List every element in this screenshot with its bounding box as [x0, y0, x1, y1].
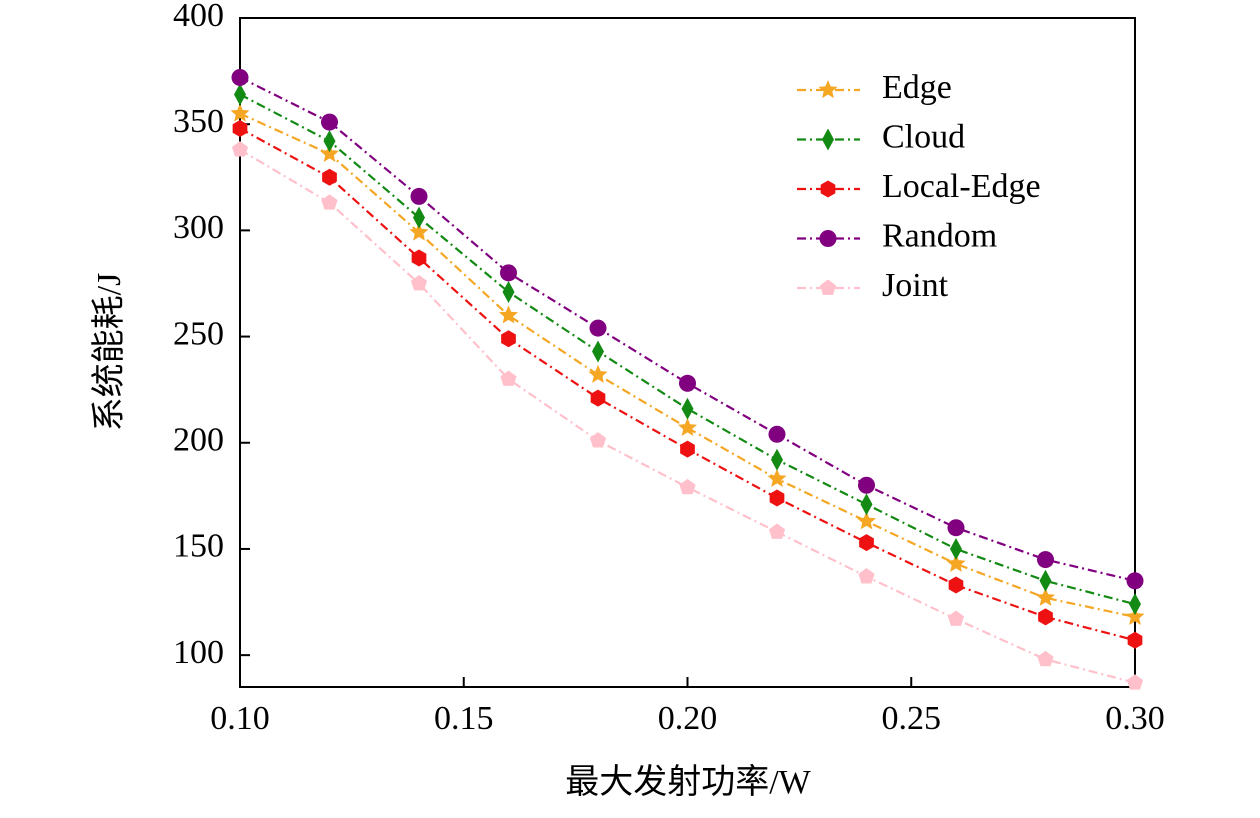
- y-tick-label: 250: [173, 315, 224, 352]
- legend-label: Joint: [882, 267, 949, 304]
- data-point: [501, 330, 516, 348]
- y-tick-label: 200: [173, 422, 224, 459]
- legend-marker: [819, 230, 837, 247]
- data-point: [588, 364, 608, 383]
- data-point: [947, 610, 965, 626]
- data-point: [1038, 608, 1053, 626]
- data-point: [946, 553, 966, 572]
- y-tick-label: 150: [173, 528, 224, 565]
- data-point: [410, 187, 428, 205]
- data-point: [856, 511, 877, 530]
- data-point: [679, 478, 696, 495]
- data-point: [590, 389, 606, 407]
- data-point: [1129, 593, 1141, 616]
- data-point: [769, 489, 785, 507]
- legend-marker: [818, 80, 838, 99]
- data-point: [767, 468, 787, 487]
- data-point: [768, 425, 786, 443]
- data-point: [502, 280, 515, 303]
- data-point: [409, 222, 429, 241]
- data-point: [1037, 650, 1054, 667]
- data-point: [1126, 572, 1144, 590]
- x-tick-label: 0.10: [210, 700, 270, 737]
- y-axis-label: 系统能耗/J: [90, 273, 128, 432]
- data-point: [950, 537, 962, 560]
- data-point: [323, 130, 336, 153]
- y-tick-label: 350: [173, 103, 224, 140]
- data-point: [858, 568, 875, 584]
- data-point: [230, 103, 250, 122]
- data-point: [500, 264, 517, 282]
- data-point: [231, 68, 249, 86]
- legend-marker: [819, 279, 837, 295]
- y-tick-label: 400: [173, 0, 224, 34]
- data-point: [410, 274, 428, 291]
- x-tick-label: 0.25: [882, 700, 942, 737]
- data-point: [231, 141, 249, 157]
- legend-marker: [822, 128, 834, 151]
- data-point: [500, 370, 517, 386]
- x-tick-label: 0.20: [658, 700, 718, 737]
- data-point: [232, 119, 248, 137]
- data-point: [947, 519, 965, 537]
- data-point: [1037, 551, 1054, 569]
- data-point: [592, 340, 604, 363]
- data-point: [860, 493, 873, 516]
- data-point: [411, 249, 427, 267]
- y-tick-label: 100: [173, 634, 224, 671]
- series-line: [239, 76, 1136, 582]
- data-point: [322, 168, 337, 186]
- data-point: [768, 523, 786, 539]
- series-line: [239, 93, 1136, 606]
- data-point: [679, 374, 696, 392]
- data-point: [681, 397, 694, 420]
- data-point: [321, 113, 338, 131]
- legend-marker: [820, 180, 836, 198]
- data-point: [1126, 674, 1144, 690]
- data-point: [319, 143, 340, 163]
- data-point: [498, 305, 519, 324]
- data-point: [1035, 587, 1056, 606]
- x-tick-label: 0.15: [434, 700, 494, 737]
- data-point: [589, 319, 607, 337]
- plot-frame: [239, 17, 1136, 688]
- data-point: [1039, 569, 1052, 592]
- legend-label: Random: [882, 217, 997, 254]
- data-point: [859, 534, 874, 552]
- data-point: [234, 83, 246, 106]
- data-point: [858, 476, 875, 494]
- data-point: [680, 440, 695, 458]
- legend-label: Edge: [882, 69, 952, 106]
- data-point: [1127, 631, 1143, 649]
- data-point: [321, 194, 338, 210]
- data-point: [1125, 606, 1145, 626]
- data-point: [413, 206, 425, 229]
- x-tick-label: 0.30: [1105, 700, 1165, 737]
- y-tick-label: 300: [173, 209, 224, 246]
- data-point: [948, 576, 964, 594]
- series-line: [239, 112, 1136, 618]
- x-axis-label: 最大发射功率/W: [565, 763, 811, 801]
- legend-label: Local-Edge: [882, 168, 1041, 205]
- data-point: [677, 417, 698, 436]
- data-point: [589, 432, 607, 448]
- data-point: [771, 448, 783, 471]
- legend-label: Cloud: [882, 118, 965, 155]
